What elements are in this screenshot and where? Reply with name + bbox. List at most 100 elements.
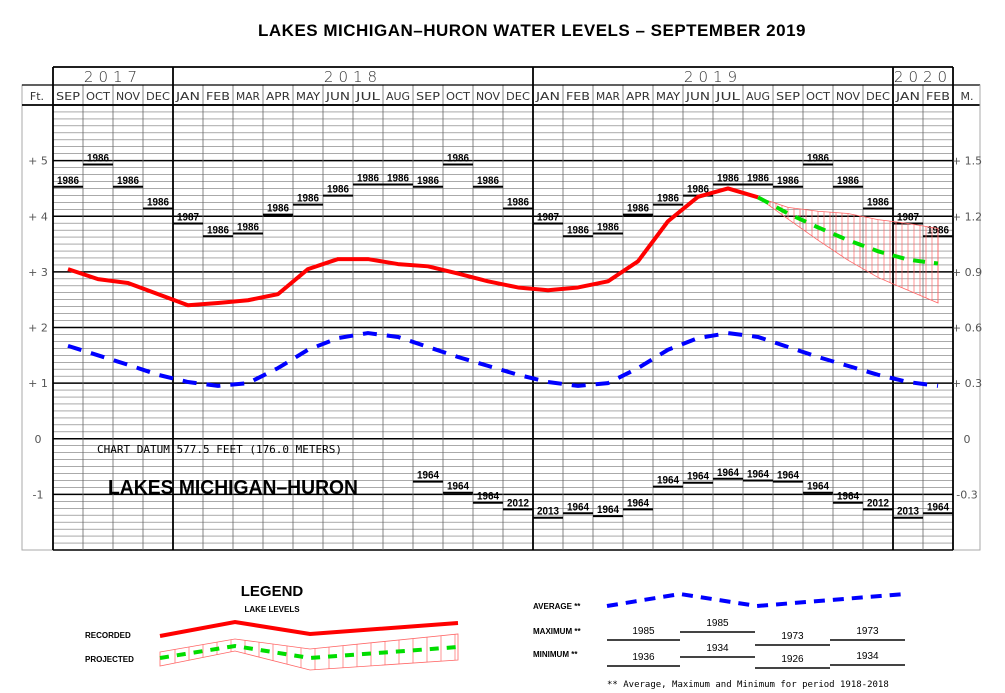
legend-minimum-year: 1934 (856, 651, 879, 662)
legend-maximum-year: 1973 (781, 631, 804, 642)
minimum-year-label: 2013 (897, 506, 919, 518)
maximum-year-label: 1986 (627, 203, 649, 215)
left-tick-label: -1 (33, 488, 44, 501)
minimum-year-label: 1964 (717, 467, 740, 479)
month-label: MAR (236, 90, 260, 103)
year-label: 2020 (894, 68, 952, 86)
left-tick-label: + 2 (28, 322, 48, 335)
maximum-year-label: 1986 (417, 175, 439, 187)
maximum-year-label: 1987 (897, 211, 919, 223)
maximum-year-label: 1986 (477, 175, 499, 187)
legend-minimum-year: 1936 (632, 652, 655, 663)
right-tick-label: 0 (964, 433, 971, 446)
legend-maximum-year: 1973 (856, 626, 879, 637)
month-label: FEB (206, 90, 230, 103)
legend: LEGEND LAKE LEVELS RECORDED PROJECTED AV… (85, 583, 906, 690)
maximum-year-label: 1986 (327, 184, 349, 196)
average-line (67, 331, 939, 388)
month-label: OCT (446, 90, 470, 103)
month-label: JUL (715, 90, 742, 103)
month-label: JUN (685, 90, 710, 103)
minimum-year-label: 2013 (537, 506, 559, 518)
legend-maximum-year: 1985 (706, 618, 729, 629)
year-label: 2018 (324, 68, 382, 86)
minimum-year-label: 1964 (477, 491, 500, 503)
minimum-year-label: 1964 (417, 470, 440, 482)
left-tick-label: + 1 (28, 377, 48, 390)
month-label: SEP (56, 90, 80, 103)
maximum-year-label: 1986 (117, 175, 139, 187)
month-label: NOV (116, 90, 140, 103)
maximum-year-label: 1986 (687, 184, 709, 196)
month-label: SEP (776, 90, 800, 103)
maximum-year-label: 1986 (147, 196, 169, 208)
minimum-year-label: 1964 (567, 501, 590, 513)
month-label: AUG (386, 90, 410, 103)
minimum-year-label: 1964 (747, 468, 770, 480)
minimum-year-label: 1964 (777, 470, 800, 482)
left-axis-unit: Ft. (30, 90, 44, 103)
minimum-year-label: 1964 (837, 491, 860, 503)
legend-recorded-label: RECORDED (85, 631, 131, 640)
legend-average-label: AVERAGE ** (533, 602, 581, 611)
chart-title: LAKES MICHIGAN–HURON WATER LEVELS – SEPT… (258, 21, 806, 40)
maximum-year-label: 1987 (177, 211, 199, 223)
month-label: JUN (325, 90, 350, 103)
legend-minimum-year: 1934 (706, 643, 729, 654)
maximum-year-label: 1986 (807, 153, 829, 165)
legend-record-segments: 1985 1936 1985 1934 1973 1926 1973 1934 (607, 618, 905, 669)
month-label: OCT (86, 90, 110, 103)
calendar-header: 2017 2018 2019 2020 SEP OCT NOV DEC JAN FEB MAR APR… (22, 66, 981, 550)
record-levels: 1986 1986 1986 1986 1987 1986 1986 1986 1986 1986… (53, 153, 953, 519)
maximum-year-label: 1986 (657, 193, 679, 205)
minimum-year-label: 1964 (657, 475, 680, 487)
month-label: MAR (596, 90, 620, 103)
right-tick-label: + 0.6 (952, 322, 982, 335)
month-label: DEC (866, 90, 890, 103)
minimum-year-label: 1964 (447, 481, 470, 493)
month-label: NOV (476, 90, 500, 103)
maximum-year-label: 1986 (567, 224, 589, 236)
month-label: NOV (836, 90, 860, 103)
maximum-year-label: 1986 (207, 224, 229, 236)
right-tick-label: + 0.3 (952, 377, 982, 390)
month-label: MAY (296, 90, 320, 103)
maximum-year-label: 1986 (387, 173, 409, 185)
maximum-year-label: 1986 (597, 221, 619, 233)
minimum-year-label: 1964 (597, 504, 620, 516)
right-axis-unit: M. (961, 90, 974, 103)
year-label: 2019 (684, 68, 742, 86)
legend-maximum-year: 1985 (632, 626, 655, 637)
maximum-year-label: 1986 (267, 203, 289, 215)
legend-minimum-year: 1926 (781, 654, 804, 665)
month-label: APR (626, 90, 650, 103)
month-label: JAN (535, 90, 560, 103)
minimum-year-label: 1964 (927, 501, 950, 513)
maximum-year-label: 1986 (717, 173, 739, 185)
legend-maximum-label: MAXIMUM ** (533, 627, 581, 636)
left-tick-label: + 4 (28, 210, 48, 223)
legend-minimum-label: MINIMUM ** (533, 650, 578, 659)
right-tick-label: + 0.9 (952, 266, 982, 279)
year-label: 2017 (84, 68, 142, 86)
maximum-year-label: 1986 (837, 175, 859, 187)
grid (21, 67, 981, 551)
month-label: OCT (806, 90, 830, 103)
right-tick-label: + 1.5 (952, 155, 982, 168)
month-label: FEB (566, 90, 590, 103)
chart-datum-note: CHART DATUM 577.5 FEET (176.0 METERS) (97, 443, 342, 456)
left-tick-label: + 3 (28, 266, 48, 279)
legend-range-outline (159, 633, 459, 671)
maximum-year-label: 1986 (507, 196, 529, 208)
lake-name-label: LAKES MICHIGAN–HURON (108, 477, 358, 499)
maximum-year-label: 1986 (297, 193, 319, 205)
legend-title: LEGEND (241, 583, 304, 600)
axes: + 5 + 4 + 3 + 2 + 1 0 -1 + 1.5 + 1.2 + 0.9 + 0.6 + … (28, 155, 982, 502)
legend-footnote: ** Average, Maximum and Minimum for peri… (607, 680, 889, 690)
minimum-year-label: 1964 (687, 471, 710, 483)
legend-projected-range (159, 633, 459, 671)
month-label: AUG (746, 90, 770, 103)
month-label: APR (266, 90, 290, 103)
series (67, 186, 939, 388)
